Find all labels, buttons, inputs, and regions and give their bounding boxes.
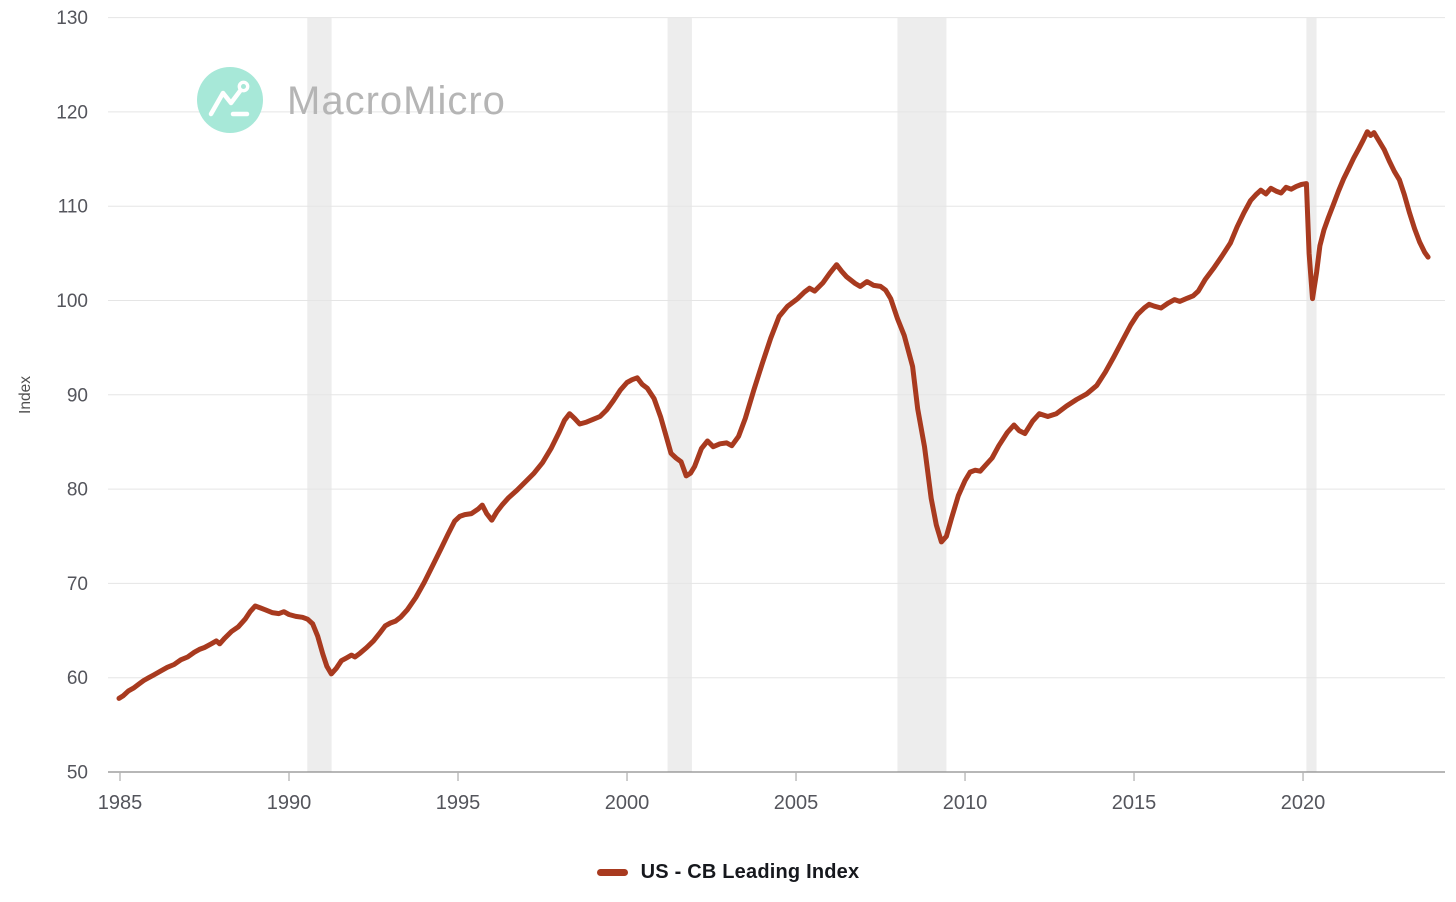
gridlines bbox=[108, 17, 1445, 679]
chart-legend[interactable]: US - CB Leading Index bbox=[0, 852, 1456, 892]
watermark-brand-text: MacroMicro bbox=[287, 79, 506, 123]
y-tick-label: 60 bbox=[67, 668, 88, 689]
macromicro-logo-icon bbox=[197, 67, 263, 133]
legend-line-marker bbox=[596, 868, 628, 876]
axes bbox=[108, 771, 1445, 781]
legend-label: US - CB Leading Index bbox=[640, 860, 860, 883]
x-tick-label: 1995 bbox=[436, 792, 481, 814]
y-axis-title: Index bbox=[17, 376, 34, 414]
x-tick-label: 2020 bbox=[1281, 792, 1326, 814]
x-tick-label: 2000 bbox=[605, 792, 650, 814]
y-tick-label: 100 bbox=[56, 291, 88, 312]
series-line-layer bbox=[116, 129, 1431, 701]
series-line-us-cb-leading-index bbox=[116, 129, 1431, 701]
axis-labels: 50 60 70 80 90 100 110 120 130 1985 1990 1995 2000 20… bbox=[56, 8, 1325, 814]
x-tick-label: 1985 bbox=[98, 792, 143, 814]
y-tick-label: 130 bbox=[56, 8, 88, 29]
x-tick-label: 2010 bbox=[943, 792, 988, 814]
y-tick-label: 50 bbox=[67, 763, 88, 784]
watermark: MacroMicro bbox=[197, 67, 506, 133]
x-tick-label: 2015 bbox=[1112, 792, 1157, 814]
x-tick-label: 2005 bbox=[774, 792, 819, 814]
y-tick-label: 110 bbox=[58, 197, 88, 218]
x-tick-label: 1990 bbox=[267, 792, 312, 814]
y-tick-label: 80 bbox=[67, 480, 88, 501]
y-tick-label: 120 bbox=[56, 102, 88, 123]
y-tick-label: 70 bbox=[67, 574, 88, 595]
chart-canvas: 50 60 70 80 90 100 110 120 130 1985 1990 1995 2000 20… bbox=[17, 8, 1445, 814]
y-tick-label: 90 bbox=[67, 385, 88, 406]
